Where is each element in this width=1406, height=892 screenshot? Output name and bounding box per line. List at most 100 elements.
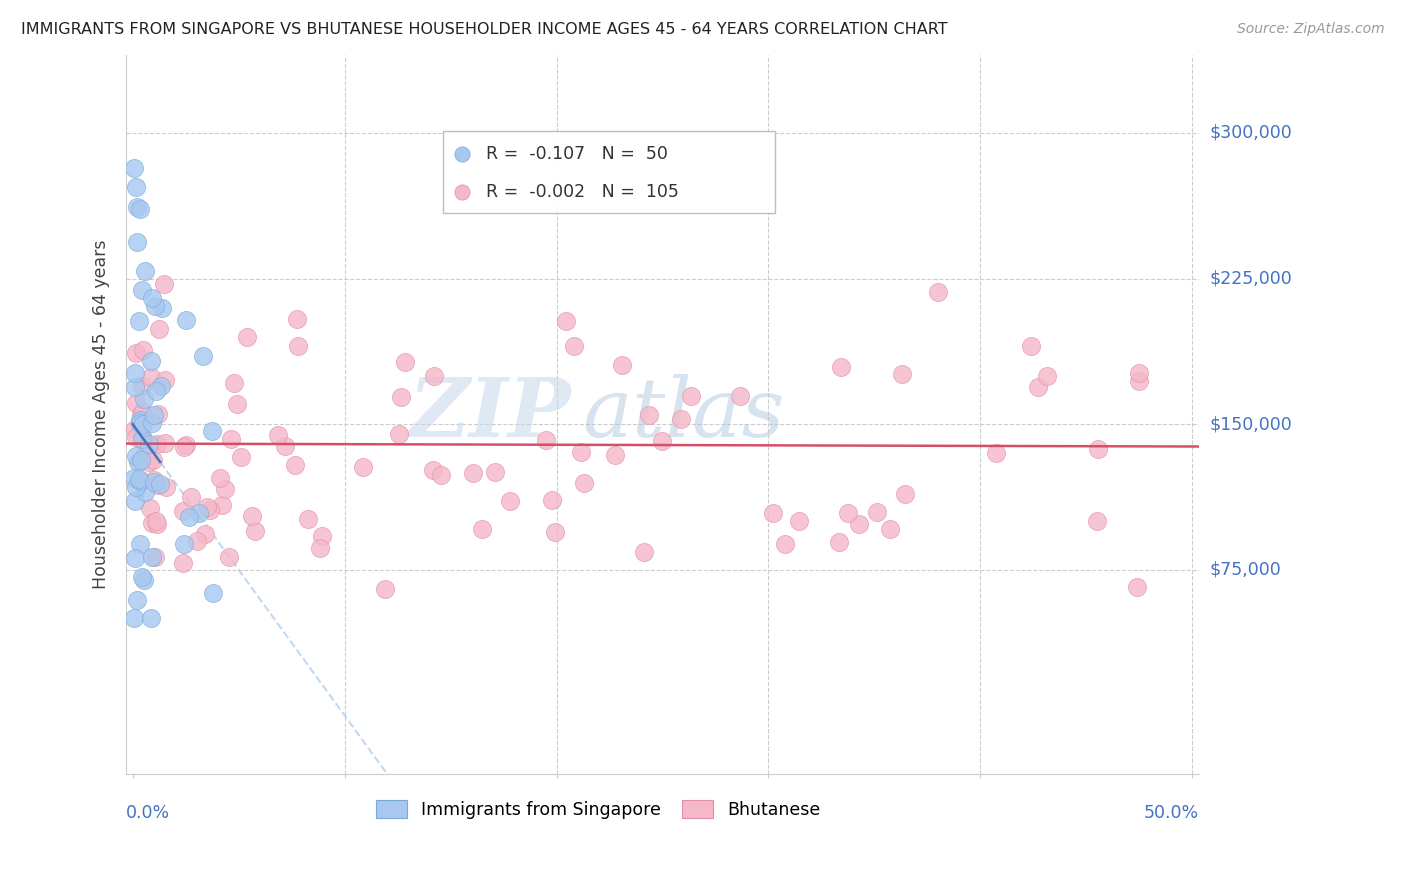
Point: [574, 476, 596, 491]
Point: [866, 505, 889, 519]
Point: [124, 379, 146, 393]
Point: [145, 384, 167, 398]
Point: [141, 291, 163, 305]
Point: [131, 570, 153, 584]
Point: [146, 407, 169, 421]
Point: [125, 593, 148, 607]
Point: [132, 417, 155, 432]
Point: [148, 322, 170, 336]
Point: [430, 468, 453, 483]
Text: IMMIGRANTS FROM SINGAPORE VS BHUTANESE HOUSEHOLDER INCOME AGES 45 - 64 YEARS COR: IMMIGRANTS FROM SINGAPORE VS BHUTANESE H…: [21, 22, 948, 37]
Point: [128, 474, 150, 488]
Point: [245, 524, 267, 539]
Point: [153, 373, 176, 387]
Text: $75,000: $75,000: [1209, 561, 1282, 579]
Point: [671, 412, 693, 426]
Point: [785, 708, 807, 723]
Point: [1087, 442, 1109, 456]
Point: [499, 494, 522, 508]
Point: [143, 299, 166, 313]
Text: R =  -0.002   N =  105: R = -0.002 N = 105: [485, 183, 679, 201]
Point: [394, 355, 416, 369]
Point: [201, 424, 224, 438]
Point: [132, 405, 155, 419]
Text: ZIP: ZIP: [409, 375, 571, 454]
Point: [131, 283, 153, 297]
Point: [603, 448, 626, 462]
Point: [129, 407, 152, 421]
Point: [927, 285, 949, 299]
Point: [129, 202, 152, 216]
Point: [134, 392, 156, 406]
Point: [891, 367, 914, 381]
Point: [236, 330, 259, 344]
Point: [555, 313, 578, 327]
Point: [837, 506, 859, 520]
Text: 50.0%: 50.0%: [1143, 805, 1199, 822]
Point: [284, 458, 307, 473]
Point: [188, 507, 211, 521]
Point: [150, 301, 173, 315]
Point: [141, 549, 163, 564]
Point: [762, 506, 785, 520]
Point: [129, 537, 152, 551]
Point: [128, 473, 150, 487]
Point: [463, 466, 485, 480]
Point: [423, 369, 446, 384]
Point: [131, 429, 153, 443]
Text: $150,000: $150,000: [1209, 415, 1292, 434]
Point: [194, 527, 217, 541]
Point: [124, 471, 146, 485]
Point: [637, 408, 659, 422]
Point: [484, 466, 506, 480]
Point: [773, 537, 796, 551]
Point: [128, 413, 150, 427]
Point: [285, 312, 308, 326]
Point: [240, 509, 263, 524]
Point: [388, 427, 411, 442]
Point: [180, 490, 202, 504]
Point: [787, 514, 810, 528]
Point: [211, 498, 233, 512]
Point: [218, 549, 240, 564]
Point: [141, 416, 163, 430]
Point: [1126, 580, 1149, 594]
Point: [153, 435, 176, 450]
Point: [172, 556, 194, 570]
Point: [1128, 367, 1150, 381]
Point: [177, 509, 200, 524]
Point: [894, 487, 917, 501]
Point: [222, 376, 245, 390]
Point: [374, 582, 396, 597]
Point: [125, 396, 148, 410]
Point: [127, 455, 149, 469]
Point: [124, 161, 146, 175]
Point: [134, 264, 156, 278]
Point: [173, 537, 195, 551]
Point: [146, 517, 169, 532]
Point: [143, 473, 166, 487]
Text: 0.0%: 0.0%: [127, 805, 170, 822]
Point: [389, 390, 412, 404]
Y-axis label: Householder Income Ages 45 - 64 years: Householder Income Ages 45 - 64 years: [93, 240, 110, 590]
Point: [191, 349, 214, 363]
Point: [134, 446, 156, 460]
Point: [879, 523, 901, 537]
Point: [986, 446, 1008, 460]
Point: [125, 235, 148, 250]
Text: R =  -0.107   N =  50: R = -0.107 N = 50: [485, 145, 668, 162]
Point: [131, 433, 153, 447]
Point: [131, 379, 153, 393]
Text: atlas: atlas: [582, 375, 785, 454]
Point: [1021, 339, 1043, 353]
Point: [202, 586, 225, 600]
Point: [124, 366, 146, 380]
Point: [219, 432, 242, 446]
Point: [633, 545, 655, 559]
Point: [143, 475, 166, 490]
Point: [150, 379, 173, 393]
Point: [534, 433, 557, 447]
Point: [309, 541, 332, 556]
Point: [124, 346, 146, 360]
Point: [352, 460, 374, 475]
